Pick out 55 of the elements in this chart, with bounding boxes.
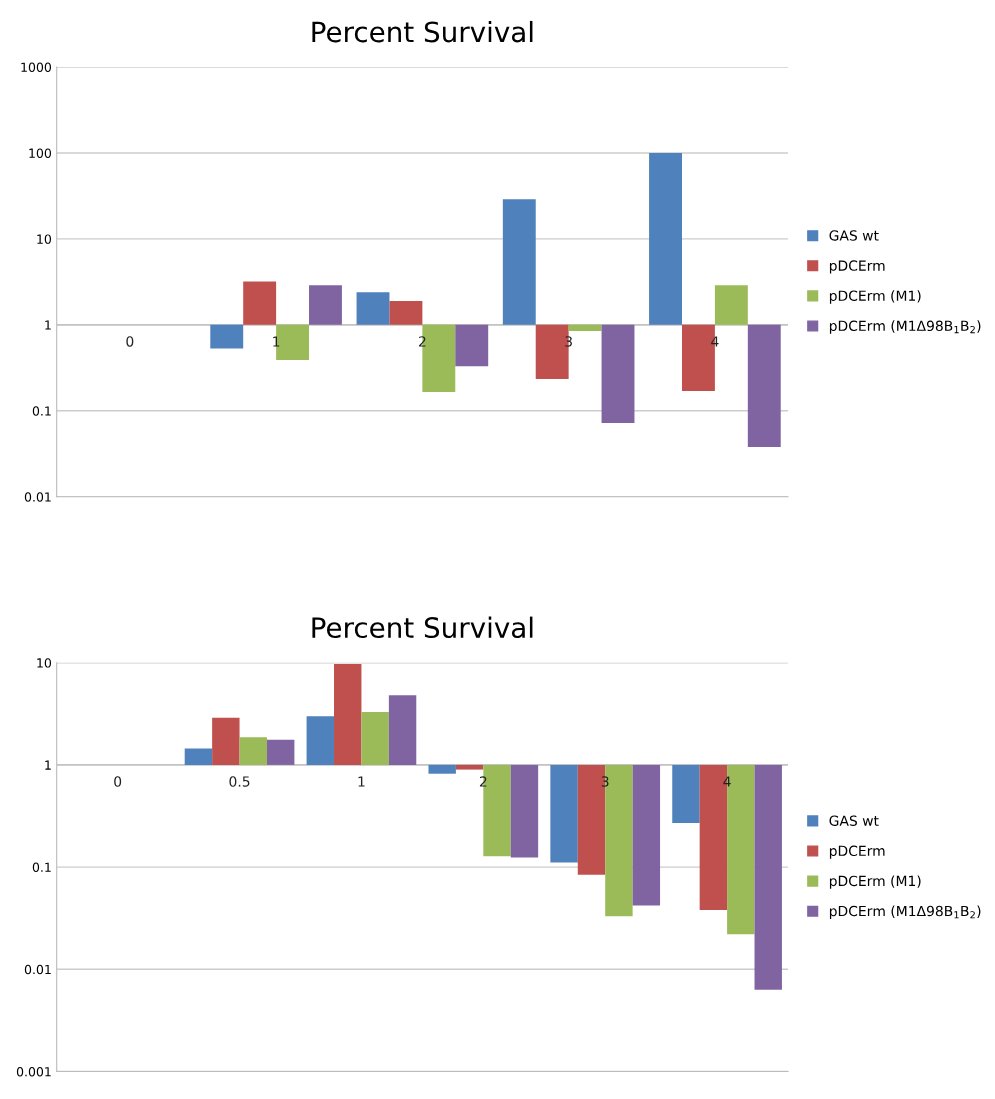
y-tick-label: 1000 bbox=[21, 62, 52, 72]
x-tick-label: 0.5 bbox=[229, 776, 250, 787]
bar bbox=[239, 737, 267, 765]
y-tick-label: 0.1 bbox=[32, 406, 51, 416]
y-tick-label: 0.01 bbox=[24, 492, 51, 502]
legend-label: GAS wt bbox=[829, 230, 879, 241]
chart-title: Percent Survival bbox=[312, 616, 533, 639]
legend-label: pDCErm (M1Δ98B$_{1}$B$_{2}$) bbox=[829, 320, 981, 334]
legend-label: GAS wt bbox=[829, 815, 879, 826]
bar bbox=[502, 199, 536, 325]
bar bbox=[356, 292, 390, 325]
bar bbox=[568, 324, 602, 331]
y-tick-label: 0.001 bbox=[16, 1067, 51, 1077]
y-tick-label: 1 bbox=[45, 760, 51, 770]
bar bbox=[550, 764, 578, 863]
x-tick-label: 0 bbox=[126, 336, 134, 347]
bar bbox=[243, 281, 277, 325]
y-tick-label: 0.1 bbox=[32, 862, 51, 873]
bar bbox=[672, 764, 700, 824]
bar bbox=[510, 764, 539, 858]
bar bbox=[747, 324, 781, 447]
bar bbox=[210, 324, 244, 349]
legend-label: pDCErm (M1Δ98B$_{1}$B$_{2}$) bbox=[829, 905, 981, 919]
legend-label: pDCErm bbox=[829, 845, 885, 859]
x-tick-label: 1 bbox=[273, 336, 280, 347]
bar bbox=[754, 764, 782, 990]
x-tick-label: 4 bbox=[723, 776, 731, 787]
legend-label: pDCErm (M1) bbox=[829, 875, 921, 889]
y-tick-label: 100 bbox=[29, 148, 52, 158]
y-tick-label: 10 bbox=[37, 234, 52, 244]
bar bbox=[389, 300, 423, 325]
bar bbox=[649, 152, 682, 325]
bar bbox=[266, 739, 295, 765]
bar bbox=[455, 324, 489, 367]
bar bbox=[601, 324, 635, 424]
bar bbox=[714, 285, 748, 325]
bar bbox=[334, 664, 362, 765]
bar bbox=[388, 695, 417, 765]
bar bbox=[428, 764, 456, 774]
y-tick-label: 10 bbox=[37, 658, 52, 668]
bar bbox=[306, 716, 335, 765]
bar bbox=[309, 285, 342, 325]
legend-label: pDCErm bbox=[829, 260, 885, 274]
bar bbox=[361, 711, 389, 765]
x-tick-label: 4 bbox=[711, 336, 719, 347]
bar bbox=[184, 748, 213, 765]
bar bbox=[632, 764, 661, 906]
x-tick-label: 0 bbox=[114, 776, 122, 787]
bar bbox=[212, 717, 240, 765]
x-tick-label: 1 bbox=[358, 776, 365, 787]
legend-label: pDCErm (M1) bbox=[829, 290, 921, 304]
y-tick-label: 0.01 bbox=[24, 964, 51, 975]
y-tick-label: 1 bbox=[45, 320, 51, 330]
bar bbox=[455, 764, 484, 770]
chart-title: Percent Survival bbox=[312, 20, 533, 43]
